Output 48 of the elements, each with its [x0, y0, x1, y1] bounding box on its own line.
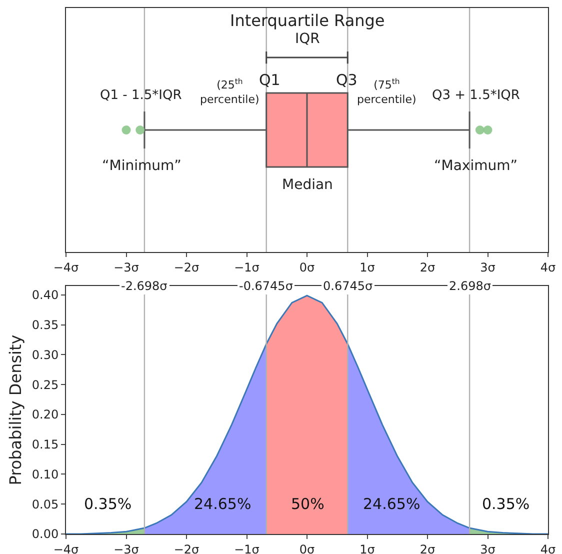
x-tick-label: −2σ — [174, 260, 200, 274]
annotation: Q3 — [336, 71, 358, 89]
ref-line-label: 0.6745σ — [323, 279, 373, 293]
x-tick-label: −3σ — [114, 260, 140, 274]
y-tick-label: 0.35 — [32, 318, 59, 332]
annotation: (25$^{th}$ percentile) — [200, 77, 260, 106]
annotation: IQR — [295, 31, 320, 47]
x-tick-label: 4σ — [540, 260, 556, 274]
annotation: 50% — [291, 495, 324, 513]
annotation: (75$^{th}$ percentile) — [357, 77, 416, 106]
y-tick-label: 0.15 — [32, 438, 59, 452]
y-tick-label: 0.20 — [32, 408, 59, 422]
annotation: 24.65% — [194, 495, 252, 513]
x-tick-label: 3σ — [480, 260, 496, 274]
annotation: Q3 + 1.5*IQR — [432, 88, 520, 103]
x-tick-label: 4σ — [540, 542, 556, 554]
x-tick-label: −4σ — [53, 260, 80, 274]
y-tick-label: 0.25 — [32, 378, 59, 392]
ref-line-label: 2.698σ — [449, 279, 492, 293]
x-tick-label: −4σ — [53, 542, 80, 554]
annotation: 0.35% — [482, 495, 530, 513]
y-tick-label: 0.05 — [32, 497, 59, 512]
x-tick-label: 3σ — [480, 542, 496, 554]
annotation: Q1 — [259, 71, 280, 89]
y-axis-title: Probability Density — [6, 334, 25, 486]
annotation: “Maximum” — [434, 158, 518, 174]
x-tick-label: −2σ — [174, 542, 200, 554]
x-tick-label: −1σ — [234, 542, 260, 554]
annotation: Median — [282, 177, 333, 193]
annotation: 24.65% — [363, 495, 420, 513]
y-tick-label: 0.00 — [32, 527, 59, 542]
annotation: Q1 - 1.5*IQR — [100, 88, 182, 103]
x-tick-label: −3σ — [114, 542, 140, 554]
y-tick-label: 0.30 — [32, 348, 59, 362]
x-tick-label: −1σ — [234, 260, 260, 274]
y-tick-label: 0.40 — [32, 288, 59, 302]
x-tick-label: 0σ — [299, 542, 316, 554]
annotation: 0.35% — [84, 495, 132, 513]
x-tick-label: 1σ — [360, 542, 376, 554]
y-tick-label: 0.10 — [32, 467, 59, 482]
ref-line-label: -2.698σ — [121, 279, 168, 293]
annotation: “Minimum” — [102, 158, 182, 174]
x-tick-label: 2σ — [420, 260, 436, 274]
x-tick-label: 0σ — [299, 260, 316, 274]
annotation: Interquartile Range — [230, 11, 385, 30]
ref-line-label: -0.6745σ — [239, 279, 294, 293]
x-tick-label: 1σ — [360, 260, 376, 274]
x-tick-label: 2σ — [420, 542, 436, 554]
